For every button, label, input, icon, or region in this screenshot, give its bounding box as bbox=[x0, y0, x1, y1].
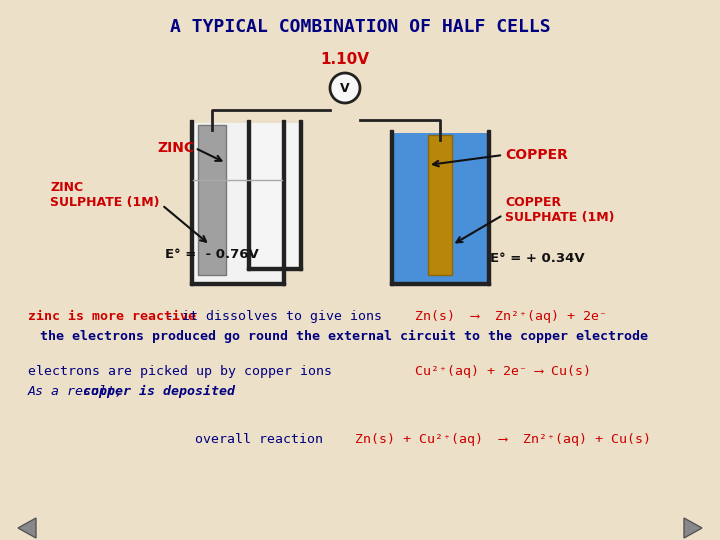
Bar bbox=[390, 282, 490, 285]
Text: ZINC
SULPHATE (1M): ZINC SULPHATE (1M) bbox=[50, 181, 160, 209]
Polygon shape bbox=[18, 518, 36, 538]
Text: Zn(s) + Cu²⁺(aq)  ⟶  Zn²⁺(aq) + Cu(s): Zn(s) + Cu²⁺(aq) ⟶ Zn²⁺(aq) + Cu(s) bbox=[355, 433, 651, 446]
Text: A TYPICAL COMBINATION OF HALF CELLS: A TYPICAL COMBINATION OF HALF CELLS bbox=[170, 18, 550, 36]
Bar bbox=[250, 123, 299, 270]
Text: electrons are picked up by copper ions: electrons are picked up by copper ions bbox=[28, 365, 332, 378]
Bar bbox=[393, 133, 487, 285]
Bar bbox=[247, 267, 302, 270]
Bar bbox=[282, 120, 285, 285]
Bar bbox=[198, 125, 226, 275]
Text: the electrons produced go round the external circuit to the copper electrode: the electrons produced go round the exte… bbox=[40, 330, 648, 343]
Bar bbox=[390, 130, 393, 285]
Text: E° =  - 0.76V: E° = - 0.76V bbox=[165, 248, 258, 261]
Text: COPPER
SULPHATE (1M): COPPER SULPHATE (1M) bbox=[505, 196, 614, 224]
Text: zinc is more reactive: zinc is more reactive bbox=[28, 310, 196, 323]
Bar bbox=[247, 120, 250, 270]
Bar bbox=[487, 130, 490, 285]
Bar bbox=[190, 120, 193, 285]
Text: COPPER: COPPER bbox=[505, 148, 568, 162]
Polygon shape bbox=[684, 518, 702, 538]
Text: ZINC: ZINC bbox=[158, 141, 195, 155]
Text: Zn(s)  ⟶  Zn²⁺(aq) + 2e⁻: Zn(s) ⟶ Zn²⁺(aq) + 2e⁻ bbox=[415, 310, 607, 323]
Text: overall reaction: overall reaction bbox=[195, 433, 323, 446]
Text: - it dissolves to give ions: - it dissolves to give ions bbox=[158, 310, 382, 323]
Bar bbox=[428, 135, 452, 275]
Text: E° = + 0.34V: E° = + 0.34V bbox=[490, 252, 585, 265]
Text: Cu²⁺(aq) + 2e⁻ ⟶ Cu(s): Cu²⁺(aq) + 2e⁻ ⟶ Cu(s) bbox=[415, 365, 591, 378]
Text: 1.10V: 1.10V bbox=[320, 52, 369, 68]
Text: As a result,: As a result, bbox=[28, 385, 132, 398]
Text: V: V bbox=[340, 83, 350, 96]
Bar bbox=[190, 282, 285, 285]
Bar bbox=[299, 120, 302, 270]
Bar bbox=[193, 123, 282, 285]
Circle shape bbox=[330, 73, 360, 103]
Text: copper is deposited: copper is deposited bbox=[83, 385, 235, 398]
